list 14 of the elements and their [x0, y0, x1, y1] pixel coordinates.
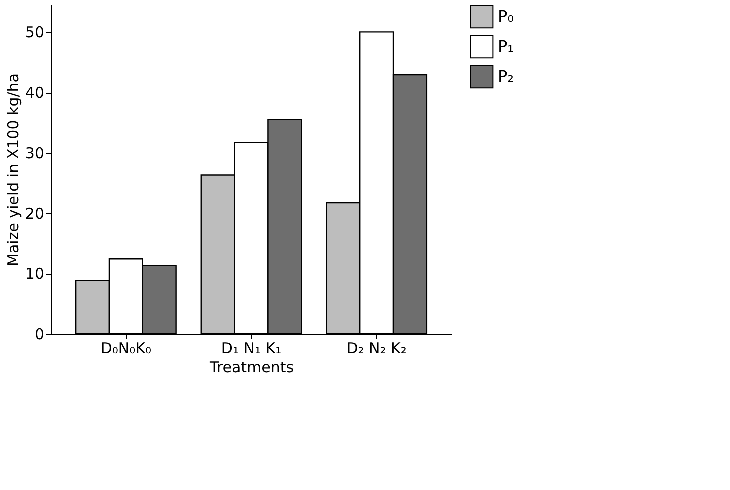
y-tick-label: 30 [25, 144, 44, 162]
y-axis-title: Maize yield in X100 kg/ha [4, 74, 22, 266]
x-tick-label: D₀N₀K₀ [100, 340, 152, 358]
x-tick-label: D₂ N₂ K₂ [346, 340, 407, 358]
y-tick-label: 40 [25, 84, 44, 102]
legend-label: P₀ [498, 7, 514, 26]
x-axis-title: Treatments [208, 358, 294, 376]
legend-label: P₂ [498, 67, 514, 86]
y-tick-label: 0 [34, 326, 44, 344]
legend-label: P₁ [498, 37, 514, 56]
y-tick-label: 20 [25, 204, 44, 223]
x-tick-label: D₁ N₁ K₁ [221, 340, 282, 358]
y-tick-label: 50 [25, 24, 44, 42]
y-tick-label: 10 [25, 265, 44, 284]
